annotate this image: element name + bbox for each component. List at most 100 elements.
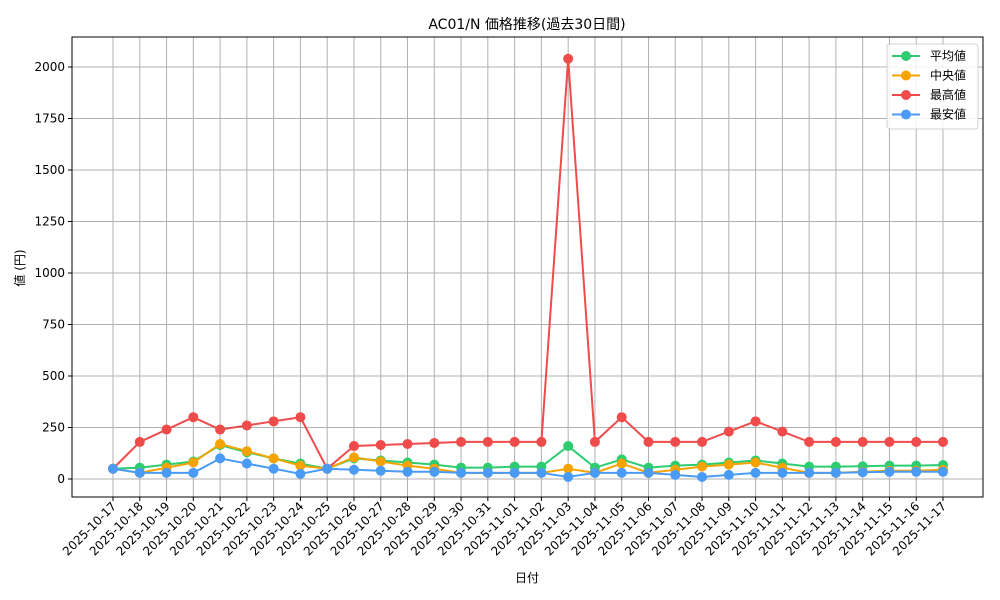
data-point: [616, 467, 627, 478]
data-point: [670, 436, 681, 447]
chart-title: AC01/N 価格推移(過去30日間): [428, 17, 625, 33]
data-point: [643, 467, 654, 478]
legend-item: 最高値: [892, 87, 966, 102]
series-line: [112, 457, 943, 478]
data-point: [723, 459, 734, 470]
data-point: [188, 467, 199, 478]
data-point: [938, 436, 948, 447]
legend-marker-icon: [901, 51, 911, 61]
data-point: [429, 466, 440, 477]
data-point: [375, 440, 386, 451]
data-point: [643, 436, 654, 447]
data-point: [456, 467, 467, 478]
data-point: [589, 467, 600, 478]
legend-label: 平均値: [930, 48, 966, 63]
data-point: [884, 436, 895, 447]
data-point: [108, 463, 118, 474]
y-tick-label: 2000: [34, 60, 65, 74]
data-point: [589, 436, 600, 447]
data-point: [911, 466, 922, 477]
data-point: [563, 441, 574, 452]
y-tick-label: 1000: [34, 266, 65, 280]
legend-item: 最安値: [892, 107, 966, 122]
legend-marker-icon: [901, 90, 911, 100]
data-point: [536, 436, 547, 447]
data-point: [241, 446, 252, 457]
data-point: [616, 412, 627, 423]
data-point: [697, 471, 708, 482]
data-point: [857, 467, 868, 478]
y-axis-ticks: 0 250 500 750 1000 1250 1500 1750 2000: [34, 60, 72, 486]
data-point: [348, 452, 359, 463]
y-axis-label: 値 (円): [12, 249, 27, 286]
data-point: [670, 469, 681, 480]
data-point: [402, 438, 413, 449]
data-point: [804, 467, 815, 478]
legend-box: [886, 43, 979, 130]
data-point: [268, 453, 279, 464]
x-axis-label: 日付: [515, 571, 539, 585]
data-point: [750, 416, 761, 427]
series-3: [108, 453, 948, 482]
data-point: [697, 436, 708, 447]
data-point: [563, 463, 574, 474]
data-point: [697, 461, 708, 472]
data-point: [134, 436, 145, 447]
data-point: [482, 467, 493, 478]
data-point: [215, 438, 226, 449]
data-point: [723, 426, 734, 437]
y-tick-label: 750: [42, 318, 65, 332]
data-point: [509, 467, 520, 478]
series-line: [112, 442, 944, 474]
data-point: [509, 436, 520, 447]
x-axis-ticks: 2025-10-172025-10-182025-10-192025-10-20…: [60, 497, 949, 558]
data-point: [804, 436, 815, 447]
series-line: [112, 58, 943, 471]
data-point: [322, 463, 333, 474]
data-point: [830, 467, 841, 478]
data-point: [134, 467, 145, 478]
series-lines: [108, 53, 948, 482]
legend-item: 中央値: [892, 68, 966, 83]
data-point: [348, 441, 359, 452]
data-point: [616, 458, 627, 469]
data-point: [536, 467, 547, 478]
data-point: [884, 466, 895, 477]
grid-lines: [72, 37, 983, 497]
data-point: [241, 420, 252, 431]
data-point: [215, 453, 226, 464]
y-tick-label: 1500: [34, 163, 65, 177]
data-point: [268, 463, 279, 474]
legend-item: 平均値: [892, 48, 966, 63]
data-point: [348, 464, 359, 475]
data-point: [402, 466, 413, 477]
data-point: [375, 456, 386, 467]
legend-label: 中央値: [930, 68, 966, 83]
data-point: [777, 426, 788, 437]
data-point: [295, 460, 306, 471]
y-tick-label: 1750: [34, 112, 65, 126]
legend-marker-icon: [901, 70, 911, 81]
series-2: [108, 53, 948, 474]
data-point: [295, 412, 306, 423]
data-point: [938, 466, 948, 477]
data-point: [241, 458, 252, 469]
legend-marker-icon: [901, 109, 911, 120]
series-0: [108, 440, 948, 474]
data-point: [188, 457, 199, 468]
y-tick-label: 250: [42, 421, 65, 435]
data-point: [563, 471, 574, 482]
data-point: [295, 468, 306, 479]
data-point: [911, 436, 922, 447]
data-point: [375, 465, 386, 476]
data-point: [482, 436, 493, 447]
data-point: [161, 424, 172, 435]
data-point: [268, 416, 279, 427]
data-point: [188, 412, 199, 423]
data-point: [215, 424, 226, 435]
data-point: [750, 457, 761, 468]
data-point: [750, 467, 761, 478]
data-point: [161, 467, 172, 478]
